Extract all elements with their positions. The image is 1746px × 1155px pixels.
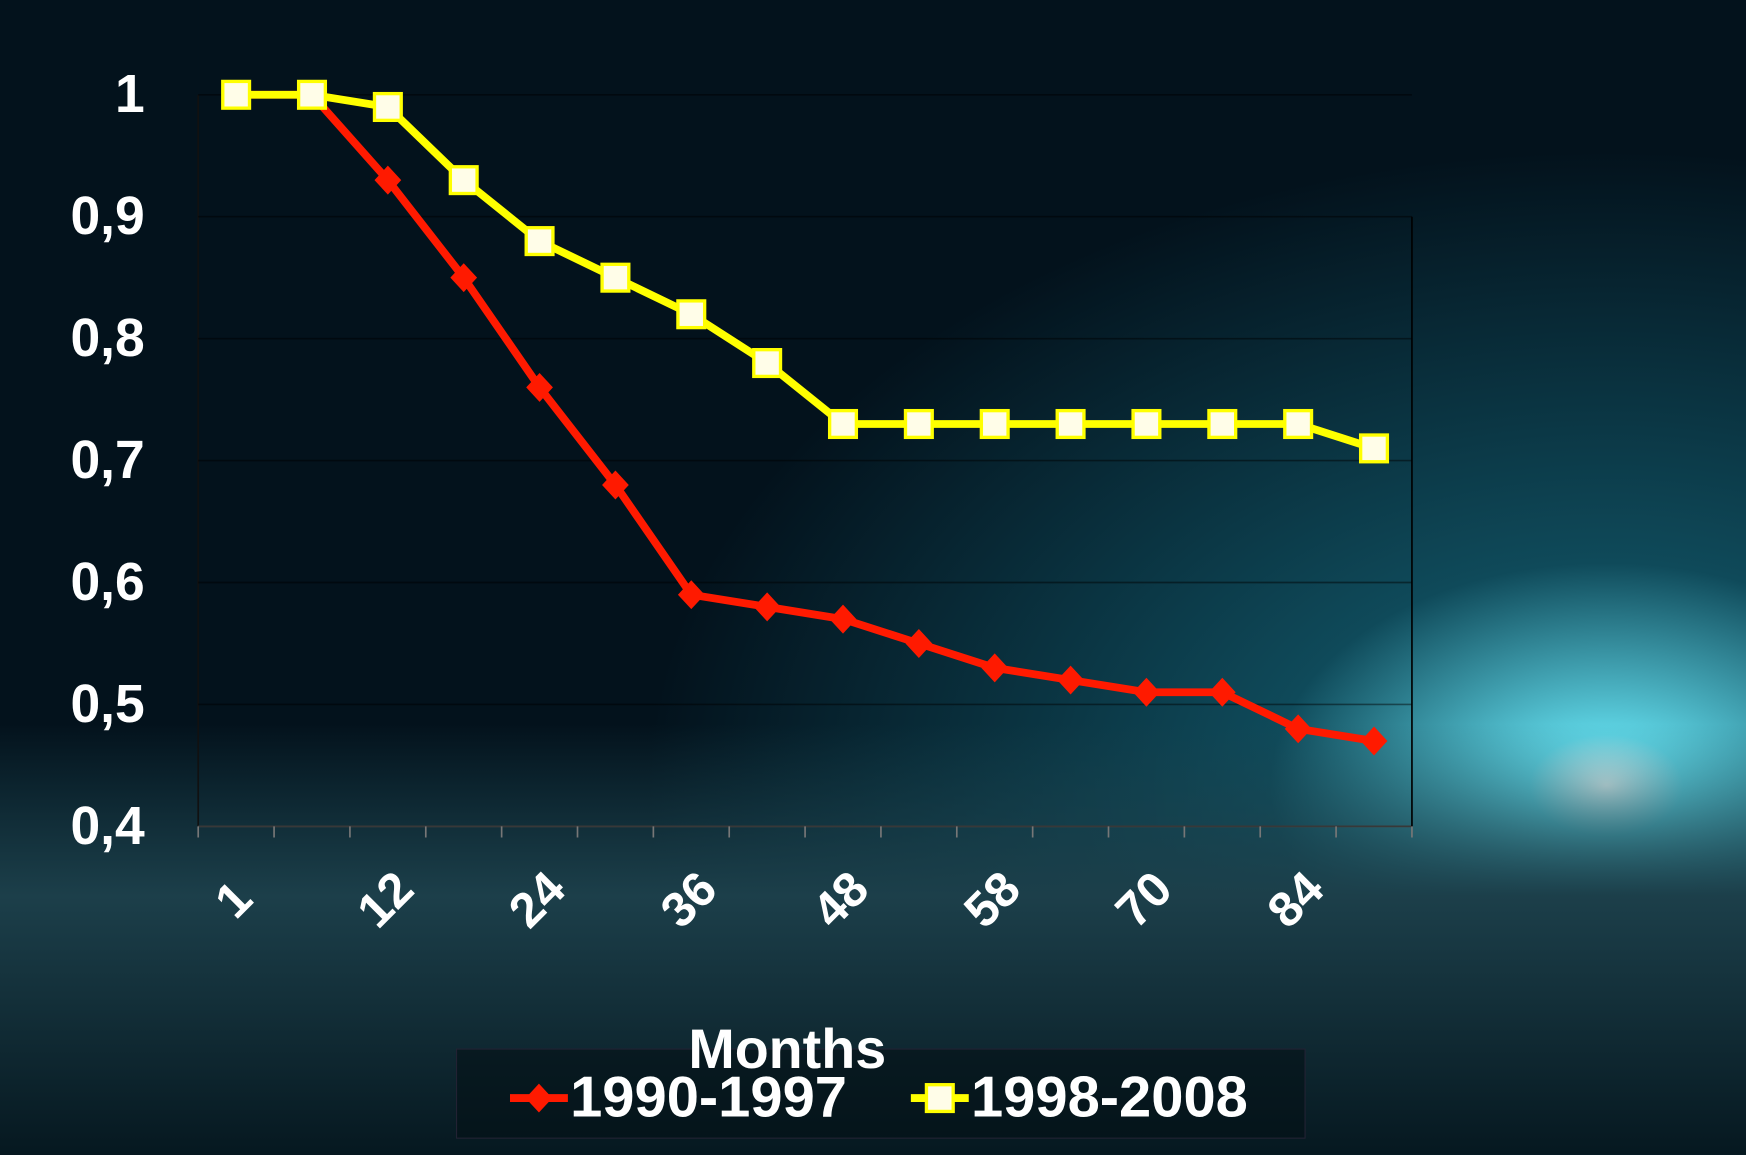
y-tick-label: 0,6 xyxy=(70,553,144,612)
y-tick-label: 0,9 xyxy=(70,187,144,246)
data-point xyxy=(450,263,478,293)
legend-marker xyxy=(525,1083,553,1113)
y-tick-label: 0,8 xyxy=(70,309,144,368)
legend-label: 1998-2008 xyxy=(971,1066,1248,1130)
data-point xyxy=(1055,408,1086,440)
data-point xyxy=(1207,408,1238,440)
data-point xyxy=(827,408,859,440)
data-point xyxy=(1131,408,1162,440)
series-line xyxy=(236,90,1375,745)
data-point xyxy=(903,408,934,440)
data-point xyxy=(677,580,705,610)
data-point xyxy=(1283,408,1314,440)
data-point xyxy=(600,262,631,293)
legend-marker xyxy=(924,1083,955,1114)
data-point xyxy=(1284,714,1312,744)
data-point xyxy=(1358,433,1390,464)
x-axis-title: Months xyxy=(688,1018,886,1080)
series-line xyxy=(236,90,1376,453)
y-tick-label: 0,7 xyxy=(70,431,144,490)
data-point xyxy=(524,226,555,257)
data-point xyxy=(526,372,553,402)
legend-label: 1990-1997 xyxy=(570,1066,847,1130)
data-point xyxy=(752,348,783,379)
data-point xyxy=(1360,726,1388,756)
data-point xyxy=(979,408,1010,440)
data-point xyxy=(448,165,479,196)
y-tick-label: 0,4 xyxy=(70,797,145,856)
y-tick-label: 1 xyxy=(115,65,145,124)
y-tick-label: 0,5 xyxy=(70,675,144,734)
data-point xyxy=(221,79,252,110)
data-point xyxy=(296,79,328,110)
data-point xyxy=(374,165,402,195)
data-point xyxy=(372,91,403,123)
data-point xyxy=(676,299,707,330)
legend-box xyxy=(455,1048,1306,1139)
